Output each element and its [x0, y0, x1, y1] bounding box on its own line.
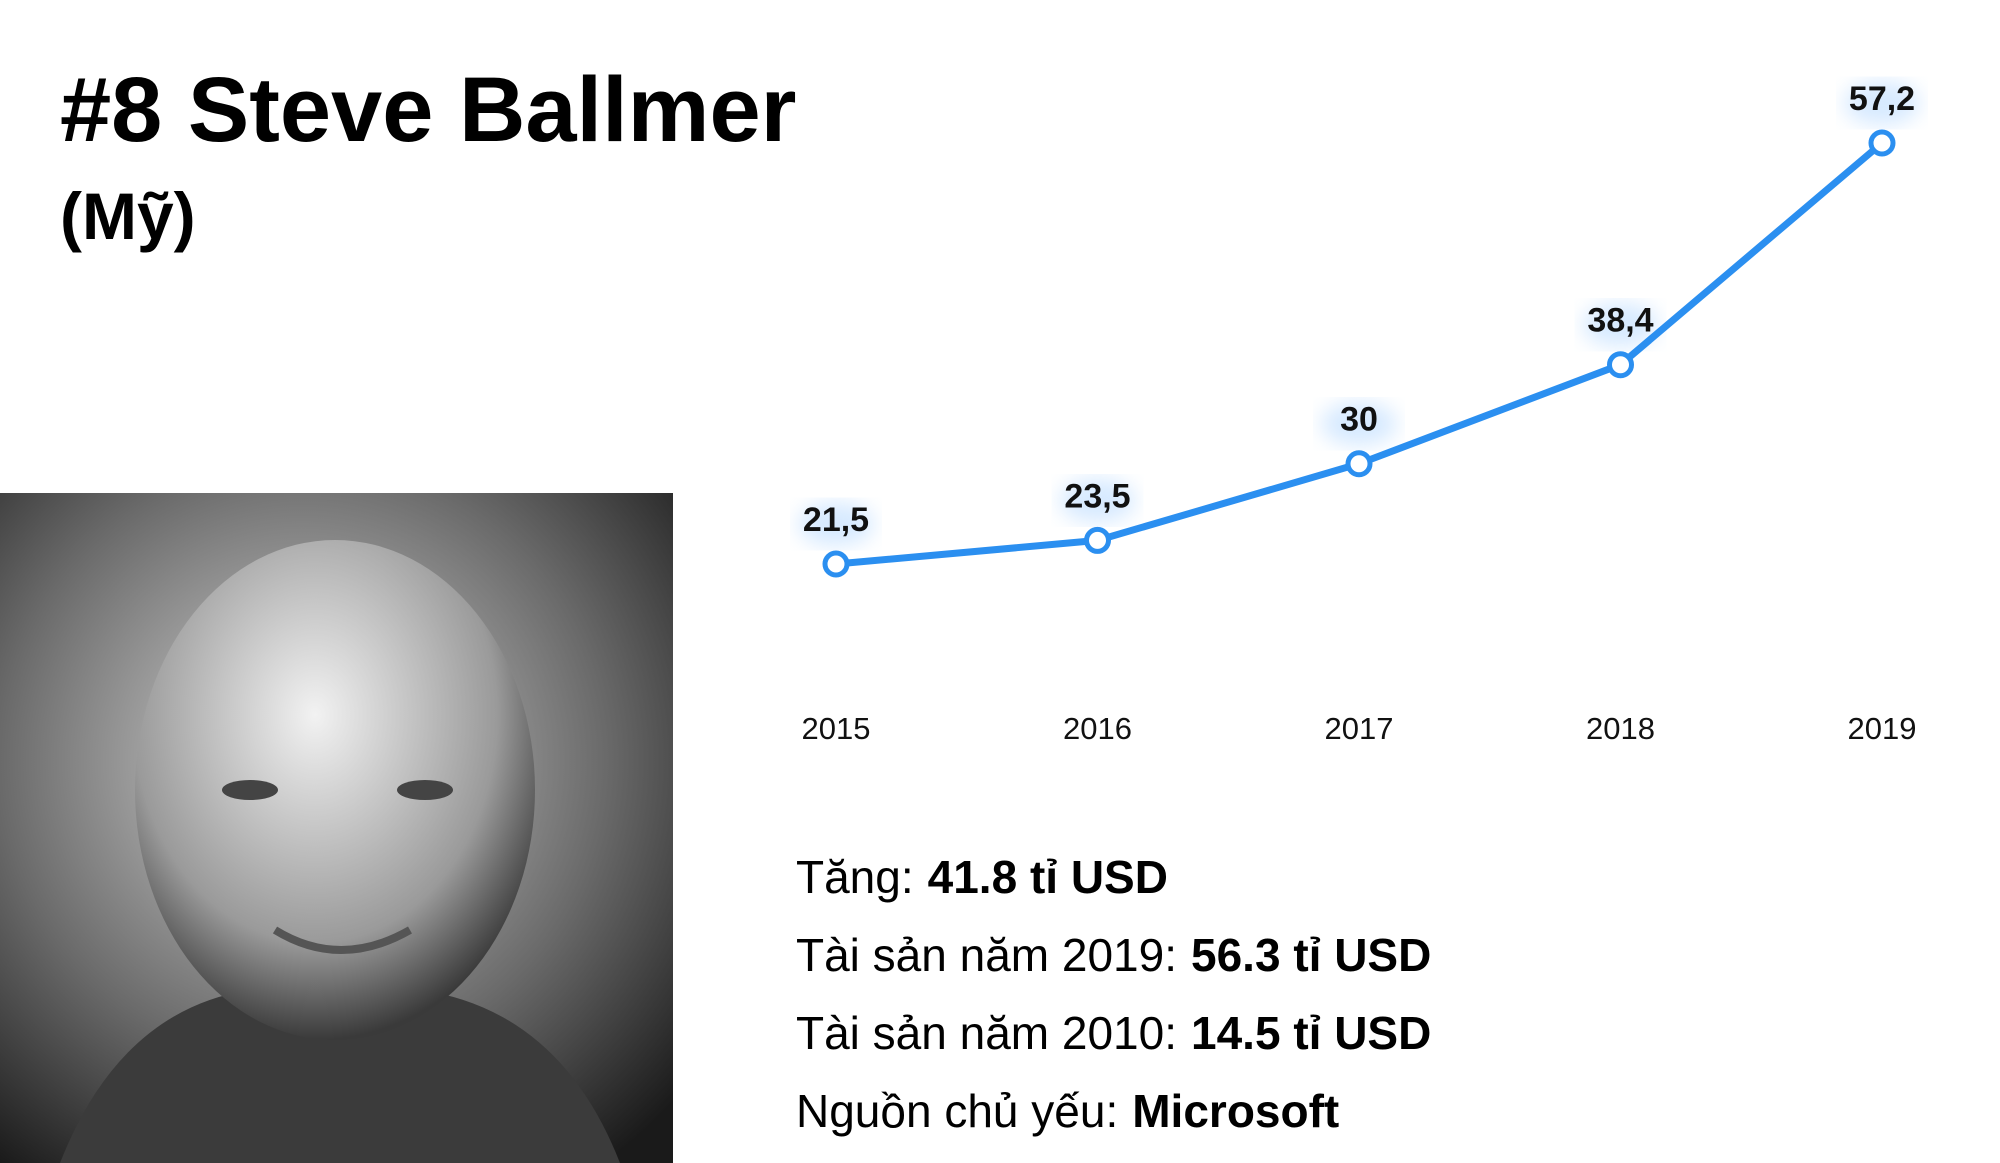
x-tick-label: 2018 — [1586, 711, 1655, 746]
info-value: 41.8 tỉ USD — [927, 851, 1168, 903]
data-label: 21,5 — [803, 501, 869, 539]
data-label: 23,5 — [1064, 477, 1130, 515]
info-row: Tài sản năm 2019: 56.3 tỉ USD — [796, 923, 1431, 1001]
point — [1607, 351, 1634, 379]
label-glow — [798, 502, 874, 546]
x-tick-label: 2016 — [1063, 711, 1132, 746]
point — [1084, 526, 1111, 554]
x-tick-label: 2015 — [802, 711, 871, 746]
data-label: 38,4 — [1587, 302, 1653, 340]
label-glow — [1321, 401, 1397, 446]
data-label: 30 — [1340, 401, 1378, 439]
subtitle: (Mỹ) — [60, 179, 196, 253]
data-label: 57,2 — [1849, 80, 1915, 118]
point — [822, 550, 850, 578]
line — [835, 140, 1885, 568]
info-row: Nguồn chủ yếu: Microsoft — [796, 1079, 1431, 1157]
label-glow — [1844, 81, 1920, 125]
info-value: Microsoft — [1132, 1085, 1340, 1137]
info-label: Tài sản năm 2019: — [796, 929, 1178, 981]
info-row: Tăng: 41.8 tỉ USD — [796, 845, 1431, 923]
info: Tăng: 41.8 tỉ USD Tài sản năm 2019: 56.3 tỉ… — [796, 845, 1431, 1157]
label-glow — [1582, 302, 1659, 347]
x-tick-label: 2019 — [1848, 711, 1917, 746]
title: #8 Steve Ballmer — [60, 59, 797, 161]
point — [1868, 129, 1896, 157]
info-label: Tăng: — [796, 851, 914, 903]
x-tick-label: 2017 — [1325, 711, 1394, 746]
info-row: Tài sản năm 2010: 14.5 tỉ USD — [796, 1001, 1431, 1079]
info-value: 56.3 tỉ USD — [1191, 929, 1432, 981]
photo — [0, 493, 673, 1163]
info-value: 14.5 tỉ USD — [1191, 1007, 1432, 1059]
info-label: Tài sản năm 2010: — [796, 1007, 1178, 1059]
info-label: Nguồn chủ yếu: — [796, 1085, 1119, 1137]
point — [1345, 450, 1373, 478]
label-glow — [1059, 478, 1136, 523]
